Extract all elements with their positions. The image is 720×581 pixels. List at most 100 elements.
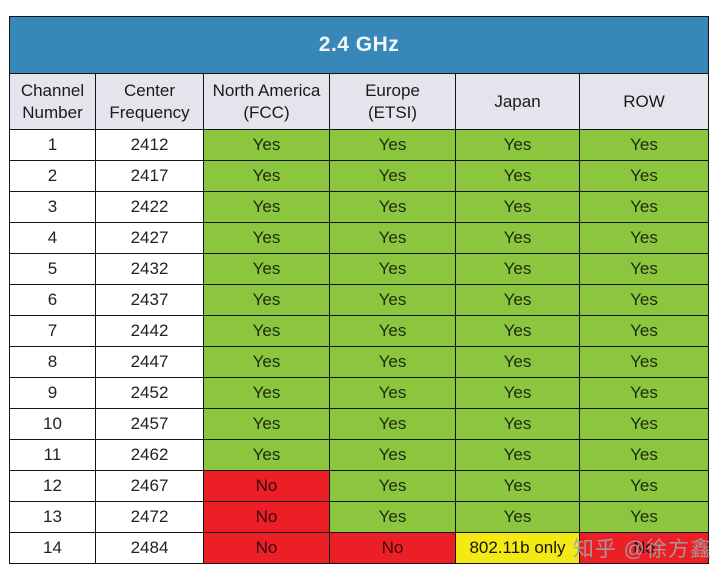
cell-center-frequency: 2437 (95, 284, 204, 316)
cell-rest-of-world: Yes (578, 315, 710, 347)
cell-japan: Yes (455, 377, 580, 409)
table-title: 2.4 GHz (8, 16, 710, 74)
cell-rest-of-world: Yes (578, 160, 710, 192)
cell-europe: Yes (329, 501, 456, 533)
cell-japan: Yes (455, 129, 580, 161)
cell-europe: Yes (329, 253, 456, 285)
cell-north-america: Yes (203, 346, 330, 378)
col-header-center-frequency: Center Frequency (95, 73, 204, 130)
table-row: 10 2457 Yes Yes Yes Yes (9, 408, 710, 440)
cell-channel-number: 2 (9, 160, 96, 192)
cell-channel-number: 1 (9, 129, 96, 161)
table-row: 14 2484 No No 802.11b only No (9, 532, 710, 564)
cell-japan: Yes (455, 346, 580, 378)
cell-japan: Yes (455, 408, 580, 440)
cell-north-america: Yes (203, 408, 330, 440)
cell-center-frequency: 2442 (95, 315, 204, 347)
cell-japan: Yes (455, 191, 580, 223)
cell-center-frequency: 2484 (95, 532, 204, 564)
cell-channel-number: 7 (9, 315, 96, 347)
cell-channel-number: 11 (9, 439, 96, 471)
cell-channel-number: 9 (9, 377, 96, 409)
cell-center-frequency: 2472 (95, 501, 204, 533)
cell-europe: Yes (329, 222, 456, 254)
cell-europe: No (329, 532, 456, 564)
col-header-north-america-fcc: North America (FCC) (203, 73, 330, 130)
table-body: 1 2412 Yes Yes Yes Yes 2 2417 Yes Yes Yes Yes 3 2422 Y… (9, 129, 710, 564)
cell-north-america: Yes (203, 222, 330, 254)
table-row: 4 2427 Yes Yes Yes Yes (9, 222, 710, 254)
column-header-row: Channel Number Center Frequency North Am… (9, 73, 710, 130)
cell-rest-of-world: Yes (578, 284, 710, 316)
table-row: 1 2412 Yes Yes Yes Yes (9, 129, 710, 161)
cell-channel-number: 8 (9, 346, 96, 378)
cell-europe: Yes (329, 315, 456, 347)
table-row: 13 2472 No Yes Yes Yes (9, 501, 710, 533)
table-row: 5 2432 Yes Yes Yes Yes (9, 253, 710, 285)
cell-rest-of-world: Yes (578, 501, 710, 533)
cell-north-america: No (203, 501, 330, 533)
cell-north-america: Yes (203, 129, 330, 161)
col-header-channel-number: Channel Number (9, 73, 96, 130)
cell-center-frequency: 2457 (95, 408, 204, 440)
cell-europe: Yes (329, 129, 456, 161)
cell-rest-of-world: Yes (578, 470, 710, 502)
cell-rest-of-world: Yes (578, 408, 710, 440)
cell-center-frequency: 2417 (95, 160, 204, 192)
cell-rest-of-world: Yes (578, 377, 710, 409)
cell-japan: Yes (455, 160, 580, 192)
cell-channel-number: 12 (9, 470, 96, 502)
cell-channel-number: 10 (9, 408, 96, 440)
cell-center-frequency: 2422 (95, 191, 204, 223)
col-header-japan: Japan (455, 73, 580, 130)
cell-japan: Yes (455, 253, 580, 285)
cell-channel-number: 4 (9, 222, 96, 254)
cell-center-frequency: 2462 (95, 439, 204, 471)
cell-north-america: No (203, 532, 330, 564)
cell-japan: Yes (455, 284, 580, 316)
cell-north-america: Yes (203, 284, 330, 316)
cell-rest-of-world: Yes (578, 191, 710, 223)
cell-japan: 802.11b only (455, 532, 580, 564)
cell-channel-number: 5 (9, 253, 96, 285)
cell-europe: Yes (329, 439, 456, 471)
table-row: 7 2442 Yes Yes Yes Yes (9, 315, 710, 347)
cell-rest-of-world: Yes (578, 222, 710, 254)
table-row: 2 2417 Yes Yes Yes Yes (9, 160, 710, 192)
table-row: 3 2422 Yes Yes Yes Yes (9, 191, 710, 223)
table-row: 12 2467 No Yes Yes Yes (9, 470, 710, 502)
cell-center-frequency: 2412 (95, 129, 204, 161)
cell-japan: Yes (455, 222, 580, 254)
cell-center-frequency: 2447 (95, 346, 204, 378)
cell-center-frequency: 2452 (95, 377, 204, 409)
cell-japan: Yes (455, 470, 580, 502)
col-header-europe-etsi: Europe (ETSI) (329, 73, 456, 130)
cell-north-america: Yes (203, 315, 330, 347)
table-row: 6 2437 Yes Yes Yes Yes (9, 284, 710, 316)
cell-channel-number: 13 (9, 501, 96, 533)
cell-europe: Yes (329, 408, 456, 440)
cell-channel-number: 14 (9, 532, 96, 564)
cell-north-america: No (203, 470, 330, 502)
col-header-row-rest-of-world: ROW (578, 73, 710, 130)
cell-north-america: Yes (203, 253, 330, 285)
cell-europe: Yes (329, 284, 456, 316)
cell-north-america: Yes (203, 191, 330, 223)
channel-allocation-table: 2.4 GHz Channel Number Center Frequency … (8, 16, 710, 564)
table-row: 8 2447 Yes Yes Yes Yes (9, 346, 710, 378)
cell-rest-of-world: Yes (578, 346, 710, 378)
cell-rest-of-world: No (578, 532, 710, 564)
title-row: 2.4 GHz (8, 16, 710, 74)
cell-north-america: Yes (203, 377, 330, 409)
cell-north-america: Yes (203, 160, 330, 192)
cell-center-frequency: 2432 (95, 253, 204, 285)
cell-center-frequency: 2427 (95, 222, 204, 254)
cell-channel-number: 3 (9, 191, 96, 223)
cell-japan: Yes (455, 501, 580, 533)
cell-europe: Yes (329, 191, 456, 223)
cell-rest-of-world: Yes (578, 129, 710, 161)
cell-center-frequency: 2467 (95, 470, 204, 502)
cell-rest-of-world: Yes (578, 253, 710, 285)
cell-north-america: Yes (203, 439, 330, 471)
